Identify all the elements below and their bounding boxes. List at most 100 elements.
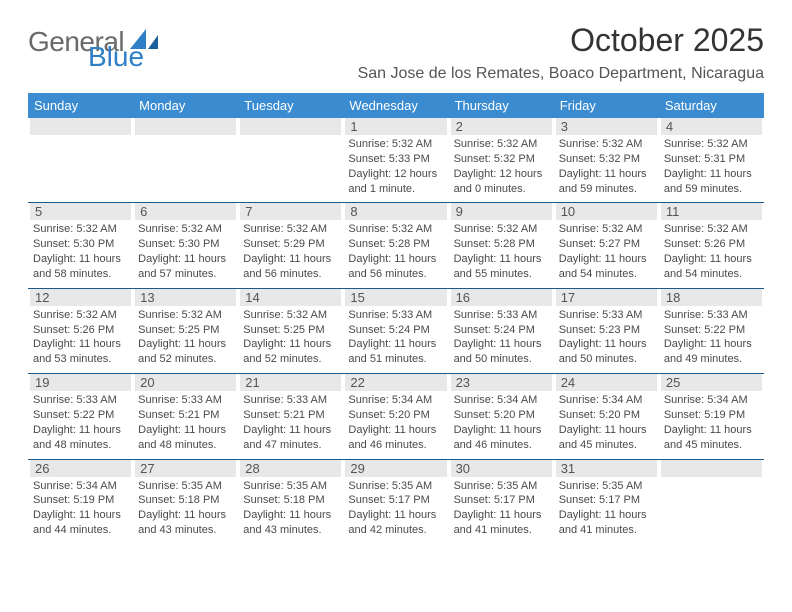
sunrise-text: Sunrise: 5:32 AM (559, 137, 654, 152)
sunrise-text: Sunrise: 5:34 AM (33, 479, 128, 494)
day-details: Sunrise: 5:34 AMSunset: 5:20 PMDaylight:… (451, 393, 552, 452)
daylight-text: Daylight: 11 hours and 44 minutes. (33, 508, 128, 538)
sunrise-text: Sunrise: 5:32 AM (33, 308, 128, 323)
sunset-text: Sunset: 5:32 PM (559, 152, 654, 167)
daylight-text: Daylight: 11 hours and 45 minutes. (559, 423, 654, 453)
daylight-text: Daylight: 11 hours and 48 minutes. (33, 423, 128, 453)
day-details: Sunrise: 5:33 AMSunset: 5:24 PMDaylight:… (345, 308, 446, 367)
day-cell (659, 460, 764, 544)
daylight-text: Daylight: 11 hours and 54 minutes. (559, 252, 654, 282)
sunset-text: Sunset: 5:27 PM (559, 237, 654, 252)
sunset-text: Sunset: 5:23 PM (559, 323, 654, 338)
week-row: 1Sunrise: 5:32 AMSunset: 5:33 PMDaylight… (28, 118, 764, 203)
weekday-tuesday: Tuesday (238, 93, 343, 118)
sunset-text: Sunset: 5:29 PM (243, 237, 338, 252)
month-title: October 2025 (358, 22, 764, 59)
day-details: Sunrise: 5:33 AMSunset: 5:22 PMDaylight:… (30, 393, 131, 452)
day-details: Sunrise: 5:32 AMSunset: 5:25 PMDaylight:… (135, 308, 236, 367)
daylight-text: Daylight: 11 hours and 48 minutes. (138, 423, 233, 453)
weekday-sunday: Sunday (28, 93, 133, 118)
day-details: Sunrise: 5:32 AMSunset: 5:28 PMDaylight:… (451, 222, 552, 281)
daylight-text: Daylight: 11 hours and 52 minutes. (138, 337, 233, 367)
day-cell: 13 Sunrise: 5:32 AMSunset: 5:25 PMDayligh… (133, 289, 238, 373)
date-number: 8 (345, 203, 446, 220)
date-number: 17 (556, 289, 657, 306)
sunrise-text: Sunrise: 5:32 AM (454, 137, 549, 152)
day-details: Sunrise: 5:32 AMSunset: 5:31 PMDaylight:… (661, 137, 762, 196)
day-cell: 26Sunrise: 5:34 AMSunset: 5:19 PMDayligh… (28, 460, 133, 544)
daylight-text: Daylight: 11 hours and 50 minutes. (454, 337, 549, 367)
day-cell (238, 118, 343, 202)
sunset-text: Sunset: 5:24 PM (454, 323, 549, 338)
day-details: Sunrise: 5:32 AMSunset: 5:29 PMDaylight:… (240, 222, 341, 281)
day-cell: 8Sunrise: 5:32 AMSunset: 5:28 PMDaylight… (343, 203, 448, 287)
day-cell: 23Sunrise: 5:34 AMSunset: 5:20 PMDayligh… (449, 374, 554, 458)
page-root: General Blue October 2025 San Jose de lo… (0, 0, 792, 544)
sunrise-text: Sunrise: 5:33 AM (33, 393, 128, 408)
day-details: Sunrise: 5:35 AMSunset: 5:18 PMDaylight:… (135, 479, 236, 538)
sunset-text: Sunset: 5:33 PM (348, 152, 443, 167)
sunset-text: Sunset: 5:21 PM (243, 408, 338, 423)
daylight-text: Daylight: 11 hours and 56 minutes. (348, 252, 443, 282)
date-number: 29 (345, 460, 446, 477)
date-number: 20 (135, 374, 236, 391)
daylight-text: Daylight: 11 hours and 59 minutes. (559, 167, 654, 197)
date-number: 16 (451, 289, 552, 306)
week-row: 12Sunrise: 5:32 AMSunset: 5:26 PMDayligh… (28, 289, 764, 374)
day-cell: 10Sunrise: 5:32 AMSunset: 5:27 PMDayligh… (554, 203, 659, 287)
week-row: 26Sunrise: 5:34 AMSunset: 5:19 PMDayligh… (28, 460, 764, 544)
date-number (240, 118, 341, 135)
date-number: 14 (240, 289, 341, 306)
day-cell: 6Sunrise: 5:32 AMSunset: 5:30 PMDaylight… (133, 203, 238, 287)
sunset-text: Sunset: 5:26 PM (33, 323, 128, 338)
sunrise-text: Sunrise: 5:33 AM (454, 308, 549, 323)
sunset-text: Sunset: 5:32 PM (454, 152, 549, 167)
day-cell (133, 118, 238, 202)
sunrise-text: Sunrise: 5:32 AM (559, 222, 654, 237)
sunset-text: Sunset: 5:21 PM (138, 408, 233, 423)
sunrise-text: Sunrise: 5:35 AM (559, 479, 654, 494)
day-details: Sunrise: 5:32 AMSunset: 5:32 PMDaylight:… (556, 137, 657, 196)
date-number: 15 (345, 289, 446, 306)
day-cell: 29Sunrise: 5:35 AMSunset: 5:17 PMDayligh… (343, 460, 448, 544)
sunset-text: Sunset: 5:20 PM (348, 408, 443, 423)
weekday-saturday: Saturday (659, 93, 764, 118)
day-cell: 15 Sunrise: 5:33 AMSunset: 5:24 PMDayligh… (343, 289, 448, 373)
weekday-header-row: Sunday Monday Tuesday Wednesday Thursday… (28, 93, 764, 118)
sunset-text: Sunset: 5:17 PM (559, 493, 654, 508)
daylight-text: Daylight: 11 hours and 43 minutes. (243, 508, 338, 538)
date-number: 21 (240, 374, 341, 391)
daylight-text: Daylight: 11 hours and 43 minutes. (138, 508, 233, 538)
date-number: 2 (451, 118, 552, 135)
day-cell: 5Sunrise: 5:32 AMSunset: 5:30 PMDaylight… (28, 203, 133, 287)
sunset-text: Sunset: 5:28 PM (348, 237, 443, 252)
day-details: Sunrise: 5:32 AMSunset: 5:30 PMDaylight:… (135, 222, 236, 281)
sunrise-text: Sunrise: 5:32 AM (138, 308, 233, 323)
sunrise-text: Sunrise: 5:32 AM (664, 222, 759, 237)
sunrise-text: Sunrise: 5:34 AM (348, 393, 443, 408)
weekday-wednesday: Wednesday (343, 93, 448, 118)
day-details: Sunrise: 5:32 AMSunset: 5:33 PMDaylight:… (345, 137, 446, 196)
day-cell (28, 118, 133, 202)
sunrise-text: Sunrise: 5:32 AM (243, 308, 338, 323)
day-cell: 20 Sunrise: 5:33 AMSunset: 5:21 PMDayligh… (133, 374, 238, 458)
weekday-monday: Monday (133, 93, 238, 118)
day-cell: 24Sunrise: 5:34 AMSunset: 5:20 PMDayligh… (554, 374, 659, 458)
sunrise-text: Sunrise: 5:35 AM (243, 479, 338, 494)
sunrise-text: Sunrise: 5:33 AM (138, 393, 233, 408)
date-number: 26 (30, 460, 131, 477)
date-number: 13 (135, 289, 236, 306)
sunrise-text: Sunrise: 5:35 AM (454, 479, 549, 494)
date-number (30, 118, 131, 135)
sunset-text: Sunset: 5:30 PM (138, 237, 233, 252)
daylight-text: Daylight: 11 hours and 56 minutes. (243, 252, 338, 282)
date-number: 9 (451, 203, 552, 220)
sunrise-text: Sunrise: 5:32 AM (243, 222, 338, 237)
day-details: Sunrise: 5:35 AMSunset: 5:17 PMDaylight:… (556, 479, 657, 538)
day-cell: 28Sunrise: 5:35 AMSunset: 5:18 PMDayligh… (238, 460, 343, 544)
sunset-text: Sunset: 5:20 PM (559, 408, 654, 423)
day-cell: 11Sunrise: 5:32 AMSunset: 5:26 PMDayligh… (659, 203, 764, 287)
sunrise-text: Sunrise: 5:33 AM (559, 308, 654, 323)
date-number: 18 (661, 289, 762, 306)
day-details: Sunrise: 5:32 AMSunset: 5:32 PMDaylight:… (451, 137, 552, 196)
